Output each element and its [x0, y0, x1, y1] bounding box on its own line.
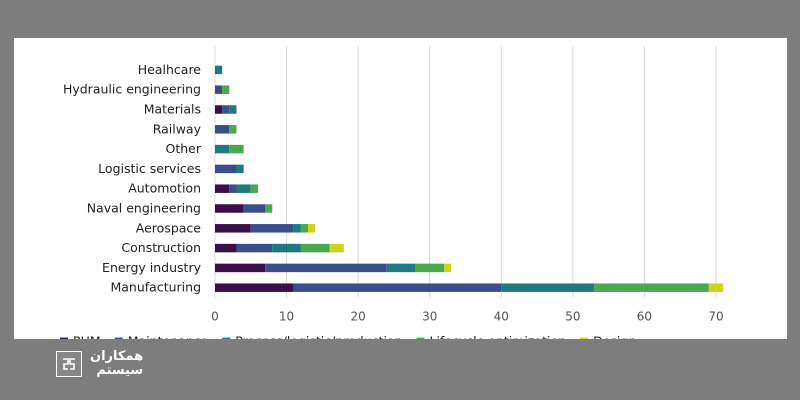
category-label: Hydraulic engineering — [63, 82, 201, 97]
bar-segment — [250, 224, 294, 233]
legend-label: Design — [593, 334, 636, 339]
watermark-logo: همکاران سیستم — [56, 350, 143, 378]
bar-segment — [215, 204, 244, 213]
bars — [215, 65, 724, 292]
legend-swatch — [416, 337, 425, 339]
legend-swatch — [114, 337, 123, 339]
legend-label: PHM — [73, 334, 101, 339]
legend-swatch — [60, 337, 68, 339]
bar-segment — [215, 85, 223, 94]
legend-label: Lifecycle optimization — [429, 334, 566, 339]
bar-segment — [215, 164, 237, 174]
x-tick-label: 40 — [494, 310, 509, 324]
bar-segment — [501, 283, 595, 292]
bar-segment — [215, 243, 237, 253]
legend-swatch — [222, 337, 231, 339]
bar-segment — [293, 224, 301, 233]
bar-segment — [215, 144, 230, 154]
legend-label: Maintenance — [128, 334, 209, 339]
x-tick-label: 50 — [565, 310, 580, 324]
bar-segment — [215, 224, 251, 233]
category-label: Healhcare — [138, 62, 202, 77]
x-tick-labels: 0 10 20 30 40 50 60 70 — [211, 310, 723, 324]
bar-segment — [265, 204, 273, 213]
bar-segment — [229, 105, 237, 114]
category-label: Manufacturing — [110, 280, 201, 295]
category-label: Railway — [153, 121, 202, 136]
logo-text-line1: همکاران — [90, 349, 144, 364]
bar-segment — [300, 243, 330, 253]
logo-text-line2: سیستم — [96, 363, 144, 378]
bar-segment — [594, 283, 709, 292]
bar-segment — [444, 263, 452, 273]
x-tick-label: 70 — [708, 310, 723, 324]
category-label: Materials — [144, 102, 201, 117]
category-label: Logistic services — [98, 161, 201, 176]
bar-segment — [229, 125, 237, 134]
bar-segment — [222, 85, 230, 94]
category-label: Construction — [121, 240, 201, 255]
bar-segment — [708, 283, 724, 292]
category-label: Naval engineering — [87, 201, 201, 216]
bar-segment — [215, 263, 266, 273]
stacked-bar-chart: Healhcare Hydraulic engineering Materials R… — [60, 46, 724, 339]
logo-icon — [56, 351, 82, 377]
bar-segment — [243, 204, 266, 213]
x-tick-label: 20 — [351, 310, 366, 324]
bar-segment — [265, 263, 387, 273]
bar-segment — [236, 184, 251, 193]
legend-label: Process/logistic/production — [235, 334, 402, 339]
bar-segment — [250, 184, 258, 193]
x-tick-label: 60 — [637, 310, 652, 324]
x-tick-label: 30 — [422, 310, 437, 324]
chart-panel: Healhcare Hydraulic engineering Materials R… — [14, 38, 787, 339]
bar-segment — [329, 243, 344, 253]
category-labels: Healhcare Hydraulic engineering Materials R… — [63, 62, 202, 295]
bar-segment — [272, 243, 301, 253]
category-label: Automotion — [128, 181, 201, 196]
bar-segment — [236, 243, 273, 253]
bar-segment — [222, 105, 230, 114]
bar-segment — [215, 283, 294, 292]
bar-segment — [229, 144, 244, 154]
bar-segment — [308, 224, 316, 233]
x-tick-label: 0 — [211, 310, 219, 324]
bar-segment — [215, 184, 230, 193]
bar-segment — [386, 263, 416, 273]
bar-segment — [236, 164, 244, 174]
bar-segment — [415, 263, 445, 273]
gridlines — [214, 46, 717, 298]
bar-segment — [300, 224, 309, 233]
bar-segment — [229, 184, 237, 193]
legend: PHM Maintenance Process/logistic/productio… — [60, 334, 636, 339]
bar-segment — [215, 65, 223, 75]
bar-segment — [215, 105, 223, 114]
category-label: Aerospace — [136, 220, 202, 235]
bar-segment — [293, 283, 502, 292]
category-label: Other — [166, 141, 202, 156]
legend-swatch — [580, 337, 589, 339]
bar-segment — [215, 125, 230, 134]
category-label: Energy industry — [102, 260, 202, 275]
x-tick-label: 10 — [279, 310, 294, 324]
